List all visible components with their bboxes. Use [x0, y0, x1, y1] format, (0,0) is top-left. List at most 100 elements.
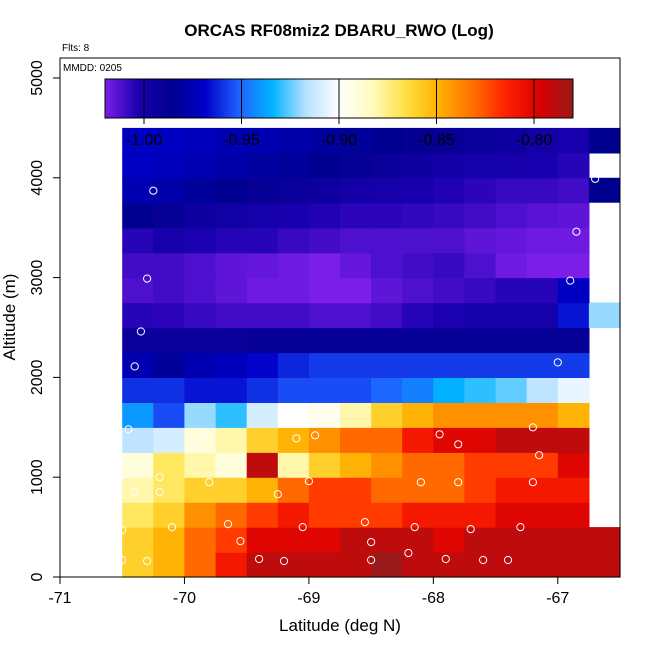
heatmap-cell: [340, 127, 372, 154]
heatmap-cell: [215, 377, 248, 403]
observation-points: [118, 174, 600, 566]
heatmap-cell: [464, 177, 497, 204]
y-tick-label: 0: [29, 572, 46, 581]
heatmap-cell: [464, 327, 497, 354]
heatmap-cell: [433, 477, 465, 503]
heatmap-cell: [340, 277, 372, 304]
heatmap-cell: [402, 452, 434, 478]
heatmap-cell: [122, 327, 154, 354]
heatmap-cell: [495, 552, 528, 578]
y-tick-label: 2000: [29, 359, 46, 395]
colorbar-tick-label: -0.95: [223, 132, 260, 149]
heatmap-cell: [277, 252, 310, 279]
heatmap-cell: [246, 402, 279, 428]
heatmap-cell: [122, 252, 154, 279]
heatmap-cell: [402, 227, 434, 254]
heatmap-cell: [402, 302, 434, 329]
heatmap-cell: [588, 127, 621, 154]
heatmap-cell: [495, 277, 528, 304]
x-tick-label: -70: [173, 590, 196, 607]
heatmap-cell: [215, 127, 248, 154]
heatmap-cell: [308, 402, 341, 428]
heatmap-cell: [340, 352, 372, 378]
colorbar-tick-label: -0.80: [516, 132, 553, 149]
heatmap-cell: [433, 277, 465, 304]
heatmap-cell: [215, 402, 248, 428]
heatmap-cell: [526, 152, 559, 179]
colorbar-tick-label: -1.00: [126, 132, 163, 149]
heatmap-cell: [184, 202, 217, 229]
observation-point: [205, 478, 214, 487]
heatmap-cell: [184, 377, 217, 403]
heatmap-cell: [153, 502, 185, 528]
heatmap-cell: [308, 427, 341, 453]
mmdd-label: MMDD: 0205: [63, 63, 122, 74]
heatmap-cell: [122, 177, 154, 204]
heatmap-cell: [371, 127, 403, 154]
heatmap-cell: [557, 202, 590, 229]
observation-point: [130, 362, 139, 371]
heatmap-cell: [526, 427, 559, 453]
heatmap-cell: [402, 352, 434, 378]
observation-point: [572, 227, 581, 236]
heatmap-cell: [122, 302, 154, 329]
heatmap-cell: [215, 252, 248, 279]
heatmap-cell: [433, 352, 465, 378]
heatmap-cell: [184, 302, 217, 329]
heatmap-cell: [308, 477, 341, 503]
heatmap-cell: [464, 252, 497, 279]
heatmap-cell: [495, 177, 528, 204]
heatmap-cell: [588, 552, 621, 578]
heatmap-cell: [495, 302, 528, 329]
heatmap-cell: [495, 127, 528, 154]
heatmap-cell: [371, 552, 403, 578]
heatmap-cell: [557, 502, 590, 528]
heatmap-cell: [464, 502, 497, 528]
heatmap-cell: [433, 377, 465, 403]
heatmap-cell: [526, 177, 559, 204]
observation-point: [118, 555, 127, 565]
heatmap-cell: [402, 152, 434, 179]
heatmap-cell: [122, 502, 154, 528]
heatmap-cell: [246, 177, 279, 204]
heatmap-cell: [433, 452, 465, 478]
observation-point: [535, 451, 544, 460]
heatmap-cell: [184, 502, 217, 528]
heatmap-cell: [246, 352, 279, 378]
heatmap-cell: [526, 302, 559, 329]
axes: -71 -70 -69 -68 -67 0 1000 2000 3000 4000 5000: [29, 60, 569, 607]
observation-point: [528, 423, 538, 432]
heatmap-cell: [184, 477, 217, 503]
y-axis-label: Altitude (m): [0, 274, 19, 361]
heatmap-cell: [371, 177, 403, 204]
heatmap-cell: [122, 202, 154, 229]
observation-point: [223, 520, 233, 529]
heatmap-cell: [308, 352, 341, 378]
heatmap-cell: [557, 327, 590, 354]
heatmap-cell: [153, 252, 185, 279]
heatmap-cell: [371, 427, 403, 453]
heatmap-cell: [277, 352, 310, 378]
heatmap-cell: [340, 302, 372, 329]
heatmap-cell: [526, 527, 559, 553]
heatmap-cell: [433, 177, 465, 204]
heatmap-cell: [122, 227, 154, 254]
heatmap-cell: [184, 177, 217, 204]
heatmap-cell: [246, 452, 279, 478]
heatmap-cell: [557, 302, 590, 329]
heatmap-cell: [340, 527, 372, 553]
heatmap-cell: [557, 127, 590, 154]
heatmap-cell: [246, 527, 279, 553]
heatmap-cell: [153, 127, 185, 154]
heatmap-cell: [215, 527, 248, 553]
observation-point: [118, 526, 127, 535]
heatmap-cell: [153, 552, 185, 578]
colorbar-tick-label: -0.90: [321, 132, 358, 149]
heatmap-cell: [526, 377, 559, 403]
heatmap-cell: [371, 477, 403, 503]
x-tick-label: -68: [422, 590, 445, 607]
observation-point: [360, 518, 369, 527]
heatmap-cell: [277, 477, 310, 503]
heatmap-cell: [277, 227, 310, 254]
